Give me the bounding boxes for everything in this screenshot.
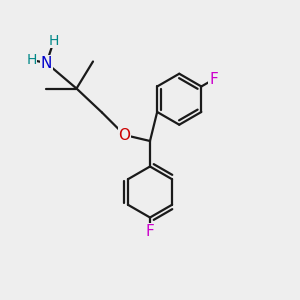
Text: H: H	[49, 34, 59, 47]
Text: F: F	[146, 224, 154, 239]
Text: O: O	[118, 128, 130, 142]
Text: F: F	[209, 72, 218, 87]
Text: H: H	[26, 53, 37, 67]
Text: N: N	[41, 56, 52, 70]
